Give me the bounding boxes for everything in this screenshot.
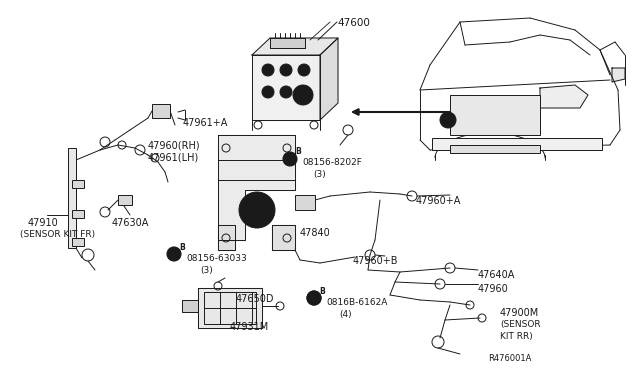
Bar xyxy=(72,180,84,188)
Circle shape xyxy=(280,64,292,76)
Bar xyxy=(72,238,84,246)
Text: KIT RR): KIT RR) xyxy=(500,332,532,341)
Bar xyxy=(204,292,256,324)
Circle shape xyxy=(307,291,321,305)
Text: B: B xyxy=(295,148,301,157)
Polygon shape xyxy=(252,38,338,55)
Text: 47600: 47600 xyxy=(337,18,370,28)
Polygon shape xyxy=(540,85,588,108)
Circle shape xyxy=(262,64,274,76)
Polygon shape xyxy=(218,225,235,250)
Bar xyxy=(118,195,132,205)
Text: (3): (3) xyxy=(313,170,326,179)
Text: (SENSOR KIT FR): (SENSOR KIT FR) xyxy=(20,230,95,239)
Circle shape xyxy=(283,152,297,166)
Bar xyxy=(152,104,170,118)
Text: B: B xyxy=(179,244,185,253)
Circle shape xyxy=(265,89,271,95)
Text: R476001A: R476001A xyxy=(488,354,531,363)
Text: B: B xyxy=(171,250,177,259)
Bar xyxy=(295,195,315,210)
Circle shape xyxy=(307,291,321,305)
Text: B: B xyxy=(311,294,317,302)
Bar xyxy=(72,210,84,218)
Circle shape xyxy=(262,86,274,98)
Text: 47961(LH): 47961(LH) xyxy=(148,152,199,162)
Circle shape xyxy=(298,64,310,76)
Circle shape xyxy=(283,89,289,95)
Text: 0816B-6162A: 0816B-6162A xyxy=(326,298,387,307)
Circle shape xyxy=(280,86,292,98)
Circle shape xyxy=(301,67,307,73)
Text: 47640A: 47640A xyxy=(478,270,515,280)
Text: 47931M: 47931M xyxy=(230,322,269,332)
Polygon shape xyxy=(252,55,320,120)
Circle shape xyxy=(239,192,275,228)
Text: B: B xyxy=(319,288,325,296)
Text: (3): (3) xyxy=(200,266,212,275)
Polygon shape xyxy=(198,288,262,328)
Polygon shape xyxy=(320,38,338,120)
Bar xyxy=(182,300,198,312)
Text: 47910: 47910 xyxy=(28,218,59,228)
Circle shape xyxy=(283,67,289,73)
Polygon shape xyxy=(272,225,295,250)
Bar xyxy=(450,95,540,135)
Text: (4): (4) xyxy=(339,310,351,319)
Text: 47840: 47840 xyxy=(300,228,331,238)
Text: 08156-63033: 08156-63033 xyxy=(186,254,247,263)
Text: 47630A: 47630A xyxy=(112,218,149,228)
Text: B: B xyxy=(311,294,317,302)
Circle shape xyxy=(167,247,181,261)
Circle shape xyxy=(265,67,271,73)
Circle shape xyxy=(440,112,456,128)
Polygon shape xyxy=(218,135,295,240)
Text: 47960(RH): 47960(RH) xyxy=(148,140,200,150)
Bar xyxy=(270,38,305,48)
Text: 08156-8202F: 08156-8202F xyxy=(302,158,362,167)
Text: 47960+A: 47960+A xyxy=(416,196,461,206)
Bar xyxy=(68,148,76,248)
Bar xyxy=(432,138,602,150)
Polygon shape xyxy=(612,68,625,82)
Text: 47900M: 47900M xyxy=(500,308,540,318)
Text: 47650D: 47650D xyxy=(236,294,275,304)
Circle shape xyxy=(298,86,310,98)
Text: 47961+A: 47961+A xyxy=(183,118,228,128)
Circle shape xyxy=(293,85,313,105)
Text: 47960: 47960 xyxy=(478,284,509,294)
Text: 47960+B: 47960+B xyxy=(353,256,399,266)
Bar xyxy=(450,145,540,153)
Text: B: B xyxy=(287,154,293,164)
Circle shape xyxy=(253,206,261,214)
Circle shape xyxy=(301,89,307,95)
Text: (SENSOR: (SENSOR xyxy=(500,320,541,329)
